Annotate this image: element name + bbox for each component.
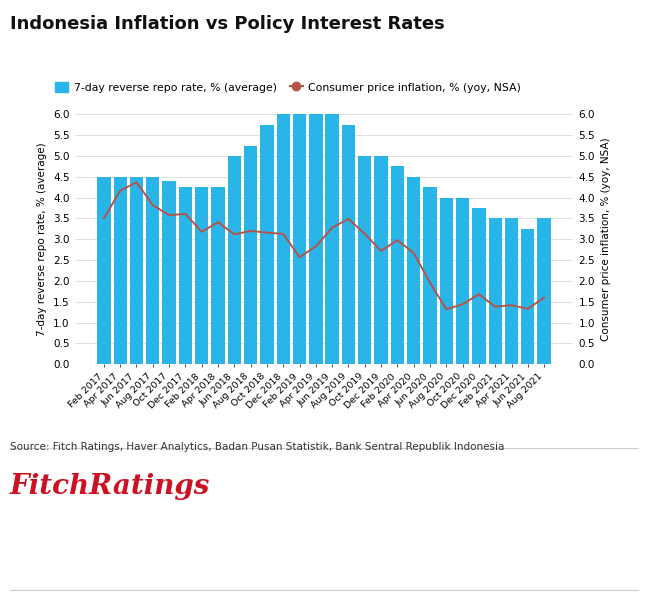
Text: Indonesia Inflation vs Policy Interest Rates: Indonesia Inflation vs Policy Interest R… [10, 15, 445, 33]
Bar [489, 219, 502, 364]
Bar [146, 177, 159, 364]
Bar [179, 187, 192, 364]
Bar [391, 166, 404, 364]
Bar [472, 208, 485, 364]
Legend: 7-day reverse repo rate, % (average), Consumer price inflation, % (yoy, NSA): 7-day reverse repo rate, % (average), Co… [51, 78, 525, 97]
Bar [375, 156, 388, 364]
Bar [407, 177, 421, 364]
Bar [505, 219, 518, 364]
Bar [325, 114, 339, 364]
Bar [97, 177, 111, 364]
Bar [456, 197, 469, 364]
Bar [439, 197, 453, 364]
Bar [358, 156, 371, 364]
Bar [244, 146, 257, 364]
Bar [341, 125, 355, 364]
Bar [277, 114, 290, 364]
Y-axis label: Consumer price inflation, % (yoy, NSA): Consumer price inflation, % (yoy, NSA) [601, 137, 610, 341]
Text: Source: Fitch Ratings, Haver Analytics, Badan Pusan Statistik, Bank Sentral Repu: Source: Fitch Ratings, Haver Analytics, … [10, 442, 504, 453]
Bar [227, 156, 241, 364]
Bar [293, 114, 307, 364]
Bar [195, 187, 209, 364]
Y-axis label: 7-day reverse repo rate, % (average): 7-day reverse repo rate, % (average) [38, 143, 47, 336]
Bar [260, 125, 273, 364]
Bar [113, 177, 127, 364]
Text: FitchRatings: FitchRatings [10, 473, 210, 500]
Bar [309, 114, 323, 364]
Bar [521, 229, 535, 364]
Bar [163, 181, 176, 364]
Bar [537, 219, 551, 364]
Bar [130, 177, 143, 364]
Bar [211, 187, 225, 364]
Bar [423, 187, 437, 364]
